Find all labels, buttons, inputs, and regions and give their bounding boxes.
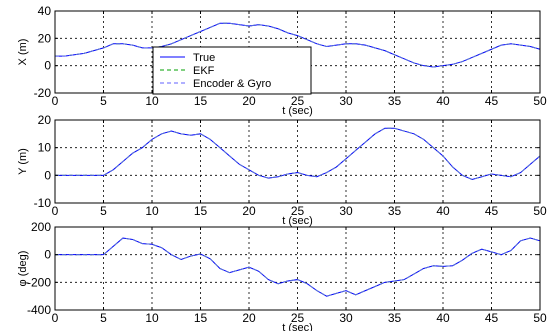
y-axis-label: X (m): [17, 39, 29, 66]
y-tick-label: -20: [34, 86, 52, 100]
x-tick-label: 0: [52, 311, 59, 325]
x-tick-label: 10: [145, 94, 159, 108]
x-tick-label: 20: [242, 94, 256, 108]
x-axis-label: t (sec): [282, 322, 313, 331]
y-tick-label: -200: [27, 275, 51, 289]
x-tick-label: 45: [485, 311, 499, 325]
x-tick-label: 35: [388, 204, 402, 218]
x-tick-label: 5: [100, 204, 107, 218]
x-tick-label: 0: [52, 204, 59, 218]
x-axis-label: t (sec): [282, 105, 313, 117]
y-axis-label: Y (m): [17, 148, 29, 175]
x-tick-label: 0: [52, 94, 59, 108]
x-tick-label: 20: [242, 204, 256, 218]
legend-entry-label: True: [193, 52, 215, 64]
x-tick-label: 30: [339, 204, 353, 218]
chart-panel-3: 0 5 10 15 20 25 30 35 40 45 50 -400 -200 0 200 t (sec) φ…: [17, 220, 547, 334]
x-tick-label: 5: [100, 94, 107, 108]
y-axis-label: φ (deg): [17, 251, 29, 287]
legend-box: [152, 46, 312, 95]
x-tick-label: 50: [533, 204, 547, 218]
legend-entry-label: EKF: [193, 65, 215, 77]
y-tick-label: 40: [38, 4, 52, 18]
legend-entry-label: Encoder & Gyro: [193, 78, 271, 90]
y-tick-label: -400: [27, 303, 51, 317]
x-tick-label: 50: [533, 94, 547, 108]
x-tick-label: 35: [388, 311, 402, 325]
y-tick-label: 0: [44, 248, 51, 262]
x-tick-label: 25: [291, 204, 305, 218]
x-tick-label: 5: [100, 311, 107, 325]
x-tick-label: 25: [291, 311, 305, 325]
series-line-encoder-gyro: [55, 127, 541, 180]
x-tick-label: 20: [242, 311, 256, 325]
x-tick-label: 10: [145, 311, 159, 325]
series-line-encoder-gyro: [55, 237, 541, 297]
y-tick-label: 20: [38, 31, 52, 45]
y-tick-label: 0: [44, 59, 51, 73]
x-tick-label: 15: [194, 311, 208, 325]
x-tick-label: 25: [291, 94, 305, 108]
x-tick-label: 30: [339, 311, 353, 325]
y-tick-label: 0: [44, 168, 51, 182]
x-tick-label: 30: [339, 94, 353, 108]
x-tick-label: 15: [194, 204, 208, 218]
x-tick-label: 50: [533, 311, 547, 325]
x-tick-label: 40: [436, 94, 450, 108]
x-tick-label: 40: [436, 311, 450, 325]
y-tick-label: 10: [38, 141, 52, 155]
x-tick-label: 35: [388, 94, 402, 108]
series-line-true: [55, 22, 541, 68]
x-tick-label: 10: [145, 204, 159, 218]
x-tick-label: 40: [436, 204, 450, 218]
x-tick-label: 15: [194, 94, 208, 108]
y-tick-label: 20: [38, 113, 52, 127]
y-tick-label: 200: [31, 220, 51, 234]
x-axis-label: t (sec): [282, 215, 313, 227]
x-tick-label: 45: [485, 94, 499, 108]
x-tick-label: 45: [485, 204, 499, 218]
y-tick-label: -10: [34, 196, 52, 210]
